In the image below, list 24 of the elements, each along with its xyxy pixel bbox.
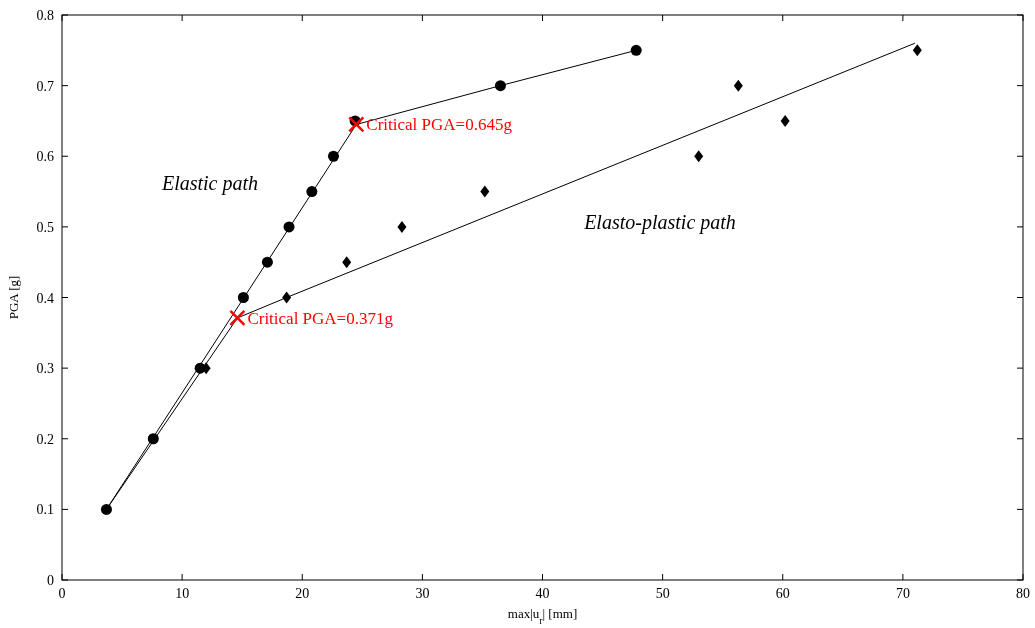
x-tick-label: 50: [655, 586, 670, 601]
x-tick-label: 20: [295, 586, 310, 601]
y-tick-label: 0.7: [36, 78, 54, 94]
x-tick-label: 60: [775, 586, 790, 601]
x-tick-label: 30: [415, 586, 430, 601]
x-tick-label: 10: [175, 586, 190, 601]
annotation: Elasto-plastic path: [583, 211, 736, 234]
annotation: Critical PGA=0.371g: [247, 308, 394, 328]
x-tick-label: 80: [1016, 586, 1030, 601]
y-tick-label: 0.8: [36, 8, 54, 23]
x-tick-label: 70: [895, 586, 910, 601]
y-tick-label: 0.5: [36, 219, 54, 235]
annotation: Elastic path: [160, 172, 259, 195]
y-tick-label: 0.4: [36, 290, 54, 306]
y-tick-label: 0.3: [36, 361, 54, 377]
y-tick-label: 0.2: [36, 431, 54, 447]
x-tick-label: 40: [535, 586, 550, 601]
annotation: Critical PGA=0.645g: [366, 115, 513, 135]
y-tick-label: 0.6: [36, 149, 54, 165]
y-tick-label: 0.1: [36, 502, 54, 518]
y-axis-title: PGA [g]: [6, 275, 21, 320]
x-tick-label: 0: [58, 586, 66, 601]
y-tick-label: 0: [47, 573, 54, 588]
x-axis-title: max|u$_{r}$| [mm]: [507, 606, 578, 626]
